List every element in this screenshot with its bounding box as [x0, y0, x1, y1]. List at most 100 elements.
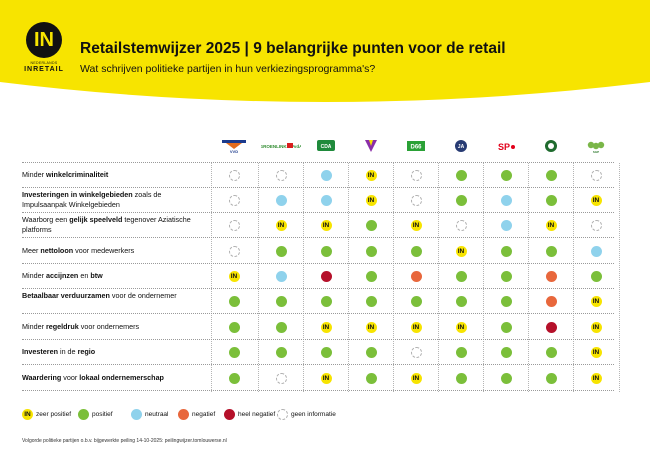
stance-dot-na: [410, 346, 422, 358]
stance-dot-hneg: [320, 270, 332, 282]
stance-dot-pos: [275, 321, 287, 333]
stance-dot-pos: [365, 372, 377, 384]
bbb-logo-icon: [351, 138, 391, 154]
legend-label: heel negatief: [238, 411, 276, 418]
pvdd-logo-icon: [531, 138, 571, 154]
stance-dot-in: IN: [320, 219, 332, 231]
row-divider: [22, 263, 614, 264]
stance-dot-pos: [228, 372, 240, 384]
row-divider: [22, 313, 614, 314]
stance-dot-pos: [365, 219, 377, 231]
stance-dot-neu: [590, 245, 602, 257]
stance-dot-pos: [410, 245, 422, 257]
stance-dot-pos: [275, 346, 287, 358]
stance-dot-in: IN: [275, 219, 287, 231]
stance-dot-pos: [455, 346, 467, 358]
row-label: Minder regeldruk voor ondernemers: [22, 322, 140, 331]
column-divider: [211, 163, 212, 392]
stance-dot-pos: [545, 346, 557, 358]
stance-dot-pos: [365, 245, 377, 257]
row-label: Waarborg een gelijk speelveld tegenover …: [22, 215, 191, 234]
row-label: Investeren in de regio: [22, 347, 96, 356]
column-divider: [619, 163, 620, 392]
stance-dot-in: IN: [320, 321, 332, 333]
stance-dot-pos: [455, 169, 467, 181]
page-subtitle: Wat schrijven politieke partijen in hun …: [80, 63, 376, 75]
row-label: Waardering voor lokaal ondernemerschap: [22, 373, 164, 382]
stance-dot-na: [410, 194, 422, 206]
vvd-logo-icon: VVD: [214, 138, 254, 154]
stance-dot-in: IN: [320, 372, 332, 384]
stance-dot-in: IN: [455, 245, 467, 257]
stance-dot-pos: [365, 270, 377, 282]
stance-dot-pos: [455, 372, 467, 384]
column-divider: [348, 163, 349, 392]
stance-dot-na: [275, 372, 287, 384]
stance-dot-in: IN: [590, 346, 602, 358]
column-divider: [393, 163, 394, 392]
stance-dot-pos: [455, 194, 467, 206]
svg-text:JA: JA: [458, 144, 465, 150]
stance-dot-pos: [228, 346, 240, 358]
stance-dot-pos: [500, 270, 512, 282]
legend-dot-neu: [131, 409, 142, 420]
header-background: [0, 0, 650, 102]
stance-dot-in: IN: [228, 270, 240, 282]
row-divider: [22, 364, 614, 365]
legend-dot-neg: [178, 409, 189, 420]
d66-logo-icon: D66: [396, 138, 436, 154]
stance-dot-neu: [320, 169, 332, 181]
legend-dot-pos: [78, 409, 89, 420]
legend-label: positief: [92, 411, 113, 418]
stance-dot-pos: [455, 295, 467, 307]
stance-dot-na: [228, 169, 240, 181]
cda-logo-icon: CDA: [306, 138, 346, 154]
groenlinks-pvda-logo-icon: GROENLINKS PvdA: [260, 138, 303, 154]
stance-dot-pos: [545, 169, 557, 181]
logo-name: INRETAIL: [24, 66, 64, 73]
stance-dot-na: [228, 219, 240, 231]
stance-dot-pos: [275, 295, 287, 307]
stance-dot-pos: [228, 295, 240, 307]
stance-dot-in: IN: [590, 372, 602, 384]
stance-dot-pos: [545, 372, 557, 384]
row-label: Meer nettoloon voor medewerkers: [22, 246, 135, 255]
stance-dot-neg: [545, 270, 557, 282]
stance-dot-in: IN: [590, 194, 602, 206]
row-label: Minder accijnzen en btw: [22, 271, 103, 280]
legend-label: zeer positief: [36, 411, 72, 418]
stance-dot-in: IN: [410, 321, 422, 333]
stance-dot-na: [275, 169, 287, 181]
legend-dot-in: IN: [22, 409, 33, 420]
row-divider: [22, 390, 614, 391]
stance-dot-pos: [455, 270, 467, 282]
svg-text:SP: SP: [498, 142, 510, 152]
stance-dot-in: IN: [365, 194, 377, 206]
stance-dot-pos: [320, 295, 332, 307]
column-divider: [258, 163, 259, 392]
svg-text:SGP: SGP: [593, 150, 599, 154]
stance-dot-in: IN: [590, 295, 602, 307]
stance-dot-pos: [500, 321, 512, 333]
column-divider: [573, 163, 574, 392]
stance-dot-neu: [320, 194, 332, 206]
stance-dot-in: IN: [590, 321, 602, 333]
column-divider: [438, 163, 439, 392]
legend-dot-hneg: [224, 409, 235, 420]
stance-dot-na: [228, 245, 240, 257]
stance-dot-pos: [500, 346, 512, 358]
stance-dot-hneg: [545, 321, 557, 333]
stance-dot-pos: [545, 194, 557, 206]
stance-dot-neu: [500, 194, 512, 206]
stance-dot-na: [228, 194, 240, 206]
ja21-logo-icon: JA: [441, 138, 481, 154]
row-divider: [22, 187, 614, 188]
stance-dot-neu: [275, 270, 287, 282]
page-title: Retailstemwijzer 2025 | 9 belangrijke pu…: [80, 40, 506, 57]
stance-dot-neg: [545, 295, 557, 307]
stance-dot-na: [590, 169, 602, 181]
stance-dot-in: IN: [410, 219, 422, 231]
column-divider: [303, 163, 304, 392]
row-divider: [22, 288, 614, 289]
stance-dot-pos: [590, 270, 602, 282]
